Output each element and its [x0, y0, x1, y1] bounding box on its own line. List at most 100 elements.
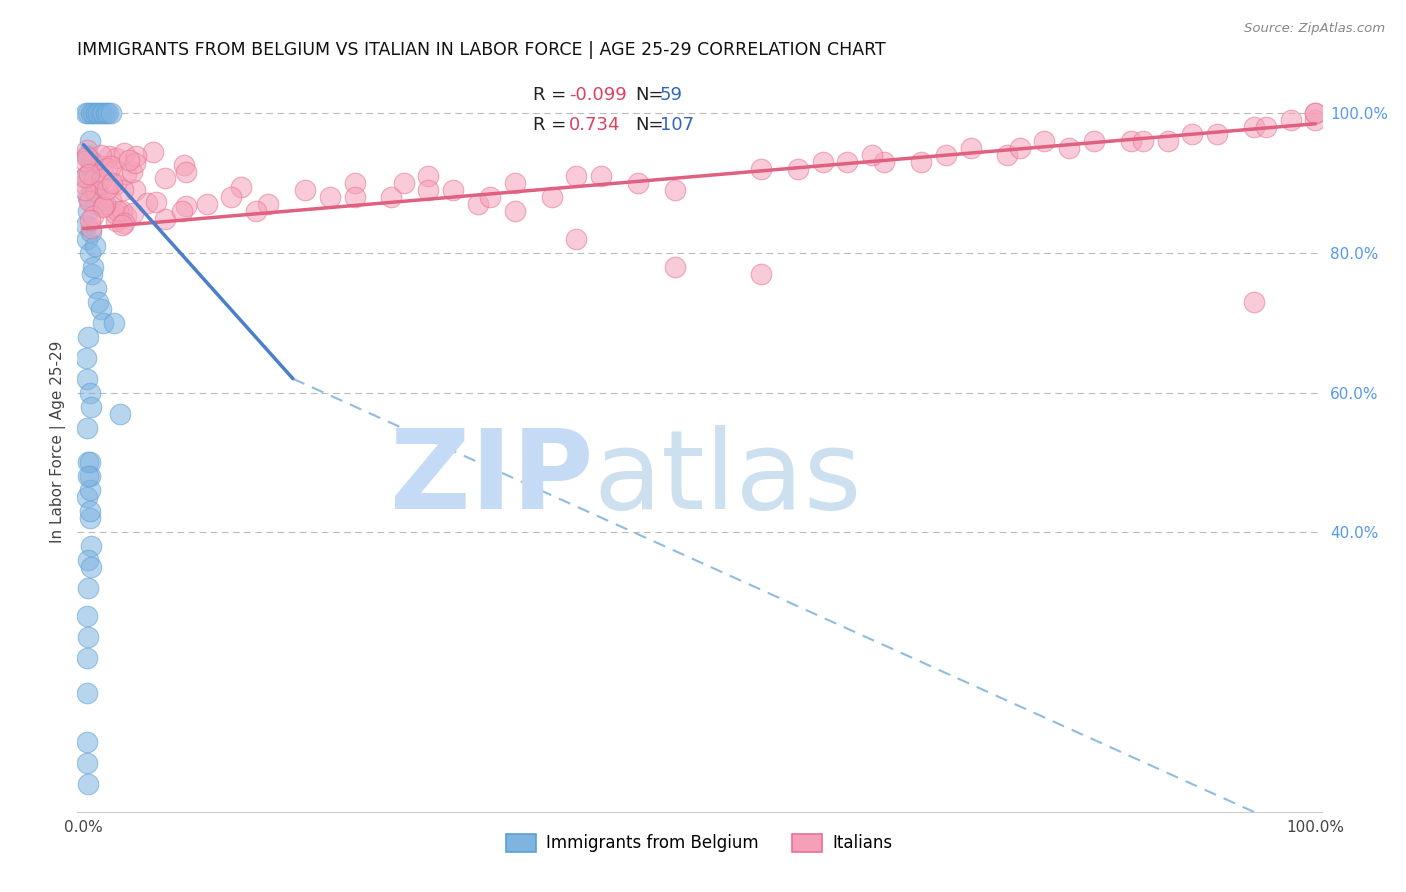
- Point: [231, 180, 253, 194]
- Point: [82, 106, 104, 120]
- Point: [76, 148, 98, 162]
- Point: [467, 197, 489, 211]
- Point: [79, 469, 101, 483]
- Point: [1279, 113, 1302, 128]
- Point: [155, 212, 177, 227]
- Point: [837, 155, 859, 169]
- Point: [96, 182, 118, 196]
- Point: [142, 145, 165, 160]
- Point: [664, 183, 686, 197]
- Point: [343, 176, 366, 190]
- Point: [77, 167, 100, 181]
- Point: [79, 213, 101, 227]
- Point: [1243, 294, 1265, 309]
- Point: [103, 316, 125, 330]
- Point: [479, 190, 502, 204]
- Text: N=: N=: [634, 116, 664, 134]
- Point: [77, 630, 100, 644]
- Point: [90, 106, 112, 120]
- Point: [935, 148, 957, 162]
- Point: [91, 159, 114, 173]
- Point: [245, 204, 267, 219]
- Point: [1206, 127, 1229, 141]
- Point: [79, 511, 101, 525]
- Point: [73, 183, 96, 197]
- Point: [787, 162, 810, 177]
- Point: [627, 176, 650, 190]
- Point: [997, 148, 1019, 162]
- Point: [76, 372, 98, 386]
- Point: [79, 153, 101, 168]
- Point: [117, 153, 139, 168]
- Point: [343, 190, 366, 204]
- Point: [105, 178, 128, 192]
- Point: [104, 206, 127, 220]
- Point: [77, 106, 100, 120]
- Point: [80, 539, 103, 553]
- Text: IMMIGRANTS FROM BELGIUM VS ITALIAN IN LABOR FORCE | AGE 25-29 CORRELATION CHART: IMMIGRANTS FROM BELGIUM VS ITALIAN IN LA…: [77, 41, 886, 59]
- Point: [121, 164, 143, 178]
- Point: [1119, 134, 1142, 148]
- Point: [257, 197, 280, 211]
- Point: [115, 167, 138, 181]
- Point: [76, 686, 98, 700]
- Point: [1256, 120, 1278, 135]
- Point: [79, 455, 101, 469]
- Text: atlas: atlas: [593, 425, 862, 532]
- Point: [79, 194, 101, 208]
- Point: [96, 161, 118, 175]
- Point: [873, 155, 896, 169]
- Point: [80, 400, 103, 414]
- Point: [77, 777, 100, 791]
- Point: [82, 183, 104, 197]
- Text: 107: 107: [659, 116, 693, 134]
- Point: [1181, 127, 1204, 141]
- Point: [80, 225, 103, 239]
- Point: [79, 504, 101, 518]
- Text: N=: N=: [634, 86, 664, 104]
- Point: [664, 260, 686, 274]
- Point: [83, 172, 105, 186]
- Point: [80, 221, 103, 235]
- Point: [170, 204, 193, 219]
- Text: R =: R =: [533, 86, 567, 104]
- Point: [195, 197, 218, 211]
- Point: [87, 106, 110, 120]
- Point: [76, 420, 98, 434]
- Legend: Immigrants from Belgium, Italians: Immigrants from Belgium, Italians: [499, 827, 900, 859]
- Point: [110, 218, 132, 232]
- Point: [540, 190, 562, 204]
- Text: R =: R =: [533, 116, 567, 134]
- Point: [94, 106, 117, 120]
- Point: [84, 197, 107, 211]
- Point: [91, 200, 114, 214]
- Point: [910, 155, 932, 169]
- Point: [749, 267, 772, 281]
- Point: [112, 145, 135, 160]
- Point: [110, 407, 132, 421]
- Point: [91, 316, 114, 330]
- Point: [1305, 113, 1327, 128]
- Point: [105, 151, 128, 165]
- Point: [79, 385, 101, 400]
- Point: [565, 169, 588, 183]
- Point: [811, 155, 834, 169]
- Point: [82, 209, 104, 223]
- Point: [77, 190, 100, 204]
- Point: [83, 239, 105, 253]
- Point: [418, 169, 440, 183]
- Point: [77, 194, 100, 209]
- Point: [84, 184, 107, 198]
- Point: [76, 144, 98, 158]
- Point: [77, 581, 100, 595]
- Point: [77, 469, 100, 483]
- Point: [1057, 141, 1080, 155]
- Point: [79, 134, 101, 148]
- Point: [173, 158, 195, 172]
- Point: [221, 190, 243, 204]
- Point: [76, 651, 98, 665]
- Text: 0.734: 0.734: [569, 116, 620, 134]
- Point: [84, 106, 107, 120]
- Point: [392, 176, 415, 190]
- Text: Source: ZipAtlas.com: Source: ZipAtlas.com: [1244, 22, 1385, 36]
